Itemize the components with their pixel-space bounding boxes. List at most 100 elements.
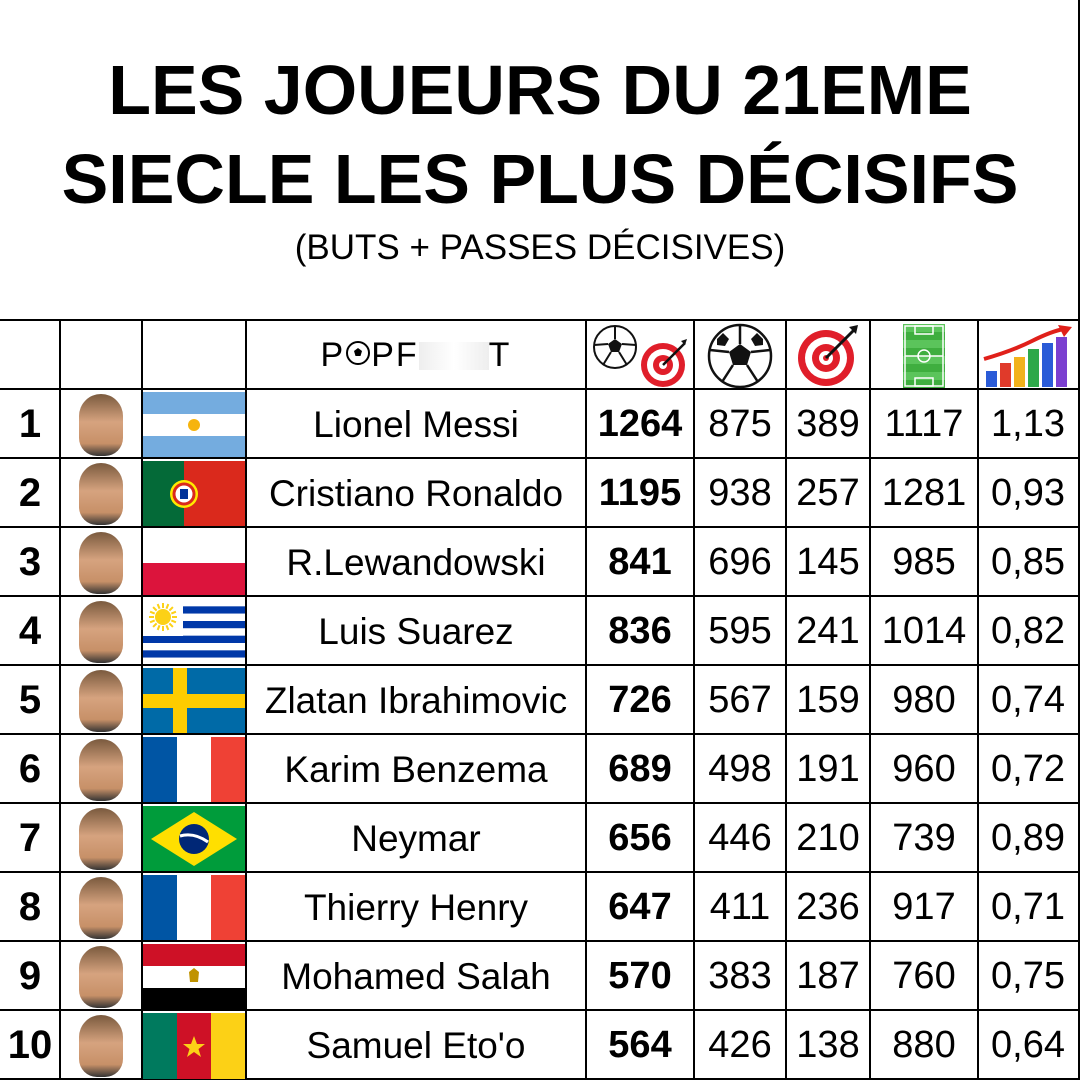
avatar xyxy=(79,462,123,525)
rank-number: 10 xyxy=(7,1023,53,1067)
country-flag xyxy=(142,804,246,873)
logo-ball-icon xyxy=(345,336,371,375)
logo-text-middle: PF xyxy=(371,336,419,374)
player-photo xyxy=(60,597,142,666)
player-photo xyxy=(60,528,142,597)
player-name: R.Lewandowski xyxy=(286,541,546,583)
rank-number: 4 xyxy=(18,609,42,653)
ratio: 0,82 xyxy=(991,610,1065,652)
rank-number: 5 xyxy=(18,678,42,722)
ratio: 1,13 xyxy=(991,403,1065,445)
logo-blurred-part xyxy=(418,341,489,370)
country-flag xyxy=(142,735,246,804)
ratio: 0,74 xyxy=(991,679,1065,721)
matches: 980 xyxy=(892,679,956,721)
goals: 875 xyxy=(708,403,772,445)
avatar xyxy=(79,1014,123,1077)
total-goal-contributions: 689 xyxy=(608,748,672,790)
avatar xyxy=(79,738,123,801)
header-row: P PF T xyxy=(0,319,1078,390)
player-photo xyxy=(60,390,142,459)
player-photo xyxy=(60,942,142,1011)
rising-bar-chart-icon xyxy=(978,321,1078,390)
ratio: 0,89 xyxy=(991,817,1065,859)
goals: 696 xyxy=(708,541,772,583)
ratio: 0,75 xyxy=(991,955,1065,997)
player-name: Thierry Henry xyxy=(303,886,529,928)
avatar xyxy=(79,531,123,594)
player-name: Zlatan Ibrahimovic xyxy=(264,679,568,721)
player-photo xyxy=(60,1011,142,1080)
assists: 257 xyxy=(796,472,860,514)
goals: 411 xyxy=(709,886,771,928)
assists: 187 xyxy=(796,955,860,997)
rank-number: 7 xyxy=(18,816,42,860)
country-flag xyxy=(142,528,246,597)
player-row: 10 Samuel Eto'o 564 426 138 880 0,64 xyxy=(0,1009,1078,1080)
subtitle: (BUTS + PASSES DÉCISIVES) xyxy=(294,228,786,267)
total-goal-contributions: 1195 xyxy=(598,472,682,514)
rank-number: 3 xyxy=(18,540,42,584)
soccer-ball-icon xyxy=(694,321,786,390)
total-goal-contributions: 836 xyxy=(608,610,672,652)
player-photo xyxy=(60,666,142,735)
football-pitch-icon xyxy=(870,321,978,390)
matches: 960 xyxy=(892,748,956,790)
player-row: 6 Karim Benzema 689 498 191 960 0,72 xyxy=(0,733,1078,804)
column-divider xyxy=(59,319,61,1080)
logo-text-end: T xyxy=(488,336,512,374)
matches: 1117 xyxy=(884,403,964,445)
matches: 917 xyxy=(892,886,956,928)
goals: 426 xyxy=(708,1024,772,1066)
goals: 446 xyxy=(708,817,772,859)
player-name: Karim Benzema xyxy=(284,748,548,790)
column-divider xyxy=(693,319,695,1080)
player-photo xyxy=(60,804,142,873)
rank-number: 6 xyxy=(18,747,42,791)
country-flag xyxy=(142,666,246,735)
avatar xyxy=(79,393,123,456)
player-row: 3 R.Lewandowski 841 696 145 985 0,85 xyxy=(0,526,1078,597)
avatar xyxy=(79,669,123,732)
assists: 159 xyxy=(796,679,860,721)
player-row: 7 Neymar 656 446 210 739 0,89 xyxy=(0,802,1078,873)
avatar xyxy=(79,807,123,870)
goals: 383 xyxy=(708,955,772,997)
column-divider xyxy=(869,319,871,1080)
player-name: Mohamed Salah xyxy=(281,955,551,997)
matches: 1014 xyxy=(881,610,967,652)
avatar xyxy=(79,600,123,663)
total-goal-contributions: 656 xyxy=(608,817,672,859)
player-row: 4 Luis Suarez 836 595 241 1014 0,82 xyxy=(0,595,1078,666)
assists: 191 xyxy=(796,748,860,790)
player-photo xyxy=(60,873,142,942)
total-goal-contributions: 564 xyxy=(608,1024,672,1066)
country-flag xyxy=(142,390,246,459)
goals: 938 xyxy=(708,472,772,514)
column-divider xyxy=(977,319,979,1080)
goals: 567 xyxy=(708,679,772,721)
player-name: Cristiano Ronaldo xyxy=(268,472,564,514)
goals: 498 xyxy=(708,748,772,790)
avatar xyxy=(79,876,123,939)
total-goal-contributions: 726 xyxy=(608,679,672,721)
assists: 389 xyxy=(796,403,860,445)
avatar xyxy=(79,945,123,1008)
column-divider xyxy=(785,319,787,1080)
ratio: 0,71 xyxy=(991,886,1065,928)
assists: 210 xyxy=(796,817,860,859)
player-row: 8 Thierry Henry 647 411 236 917 0,71 xyxy=(0,871,1078,942)
matches: 739 xyxy=(892,817,956,859)
column-divider xyxy=(141,319,143,1080)
total-goal-contributions: 1264 xyxy=(597,403,683,445)
title-line-1: LES JOUEURS DU 21EME xyxy=(108,51,972,129)
total-goal-contributions: 647 xyxy=(608,886,672,928)
rank-number: 1 xyxy=(18,402,42,446)
column-divider xyxy=(245,319,247,1080)
target-icon xyxy=(786,321,870,390)
total-goal-contributions: 841 xyxy=(608,541,672,583)
player-name: Lionel Messi xyxy=(313,403,519,445)
assists: 236 xyxy=(796,886,860,928)
matches: 985 xyxy=(892,541,956,583)
